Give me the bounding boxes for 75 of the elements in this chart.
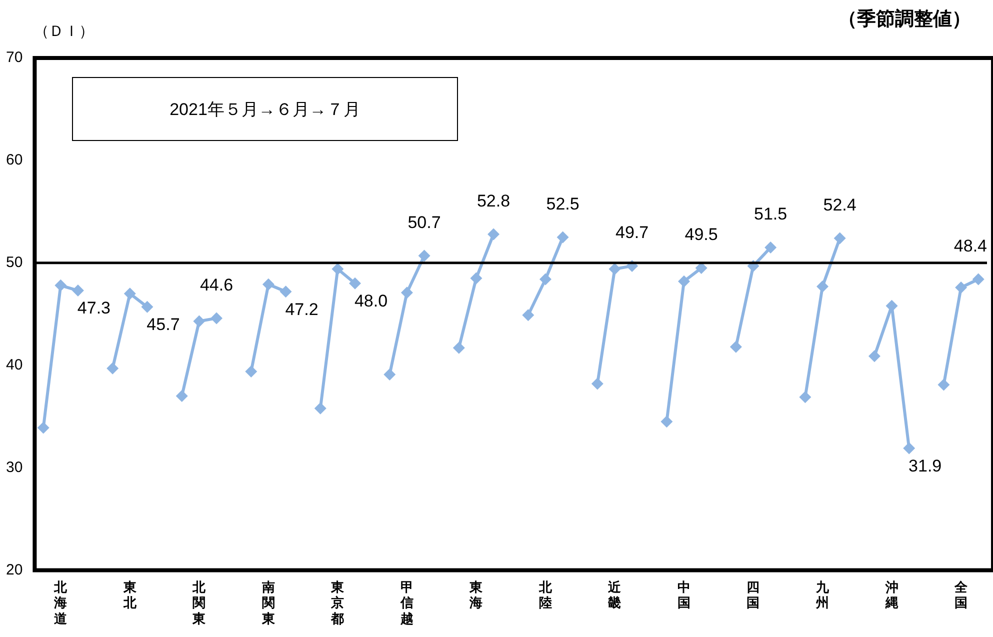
- annotation: 2021年５月→６月→７月: [72, 77, 458, 141]
- data-label: 47.2: [285, 300, 318, 319]
- point: [799, 391, 812, 404]
- y-tick-label: 40: [6, 356, 23, 374]
- y-tick-label: 50: [6, 254, 23, 272]
- data-label: 52.5: [546, 194, 580, 214]
- point: [488, 228, 500, 240]
- point: [452, 342, 465, 354]
- y-tick-label: 70: [6, 49, 23, 66]
- point: [280, 286, 292, 298]
- data-label: 48.4: [954, 236, 988, 256]
- point: [384, 368, 396, 381]
- x-tick-label: 東京都: [330, 580, 346, 626]
- x-tick-label: 中国: [677, 580, 690, 610]
- point: [54, 279, 67, 292]
- x-tick-label: 北海道: [53, 580, 68, 626]
- data-label: 50.7: [408, 212, 441, 232]
- x-tick-label: 東海: [468, 580, 484, 610]
- x-tick-label: 四国: [746, 580, 760, 610]
- x-tick-label: 沖縄: [884, 580, 898, 610]
- point: [764, 242, 777, 254]
- y-axis-title: （ＤＩ）: [34, 22, 94, 41]
- x-tick-label: 北関東: [192, 580, 207, 626]
- point: [868, 350, 880, 362]
- point: [730, 340, 742, 353]
- chart-subtitle: （季節調整値）: [838, 8, 971, 32]
- point: [539, 273, 552, 286]
- point: [210, 312, 222, 324]
- point: [522, 309, 534, 322]
- y-tick-label: 60: [6, 152, 23, 169]
- point: [470, 272, 482, 284]
- point: [972, 273, 984, 286]
- point: [400, 286, 413, 299]
- point: [816, 280, 829, 292]
- data-label: 48.0: [354, 292, 388, 311]
- data-label: 52.4: [823, 195, 856, 214]
- point: [903, 442, 916, 454]
- point: [176, 390, 188, 402]
- point: [834, 232, 846, 244]
- data-label: 44.6: [200, 275, 234, 294]
- point: [678, 275, 690, 288]
- point: [314, 402, 326, 414]
- x-tick-label: 東北: [122, 580, 138, 610]
- point: [193, 315, 206, 328]
- x-tick-label: 全国: [954, 580, 969, 610]
- y-tick-label: 20: [6, 561, 23, 578]
- point: [37, 422, 50, 434]
- point: [418, 250, 430, 262]
- point: [938, 378, 950, 391]
- data-label: 45.7: [146, 315, 180, 334]
- point: [106, 362, 119, 374]
- point: [332, 263, 344, 276]
- point: [349, 277, 362, 290]
- data-label: 31.9: [908, 456, 942, 476]
- point: [124, 288, 136, 300]
- data-label: 49.7: [616, 223, 649, 242]
- point: [141, 300, 154, 313]
- point: [556, 231, 569, 244]
- data-label: 47.3: [77, 298, 111, 318]
- y-tick-label: 30: [6, 458, 23, 476]
- x-tick-label: 近畿: [607, 580, 622, 610]
- data-label: 51.5: [754, 204, 788, 224]
- point: [72, 284, 84, 297]
- data-label: 49.5: [684, 225, 718, 244]
- point: [660, 416, 673, 428]
- point: [262, 278, 274, 290]
- point: [245, 365, 258, 378]
- x-tick-label: 北陸: [538, 580, 553, 610]
- x-tick-label: 南関東: [260, 580, 276, 626]
- point: [608, 263, 621, 276]
- point: [955, 281, 968, 294]
- point: [591, 378, 604, 390]
- data-label: 52.8: [476, 191, 510, 210]
- x-tick-label: 九州: [815, 580, 830, 610]
- x-tick-label: 甲信越: [399, 580, 414, 626]
